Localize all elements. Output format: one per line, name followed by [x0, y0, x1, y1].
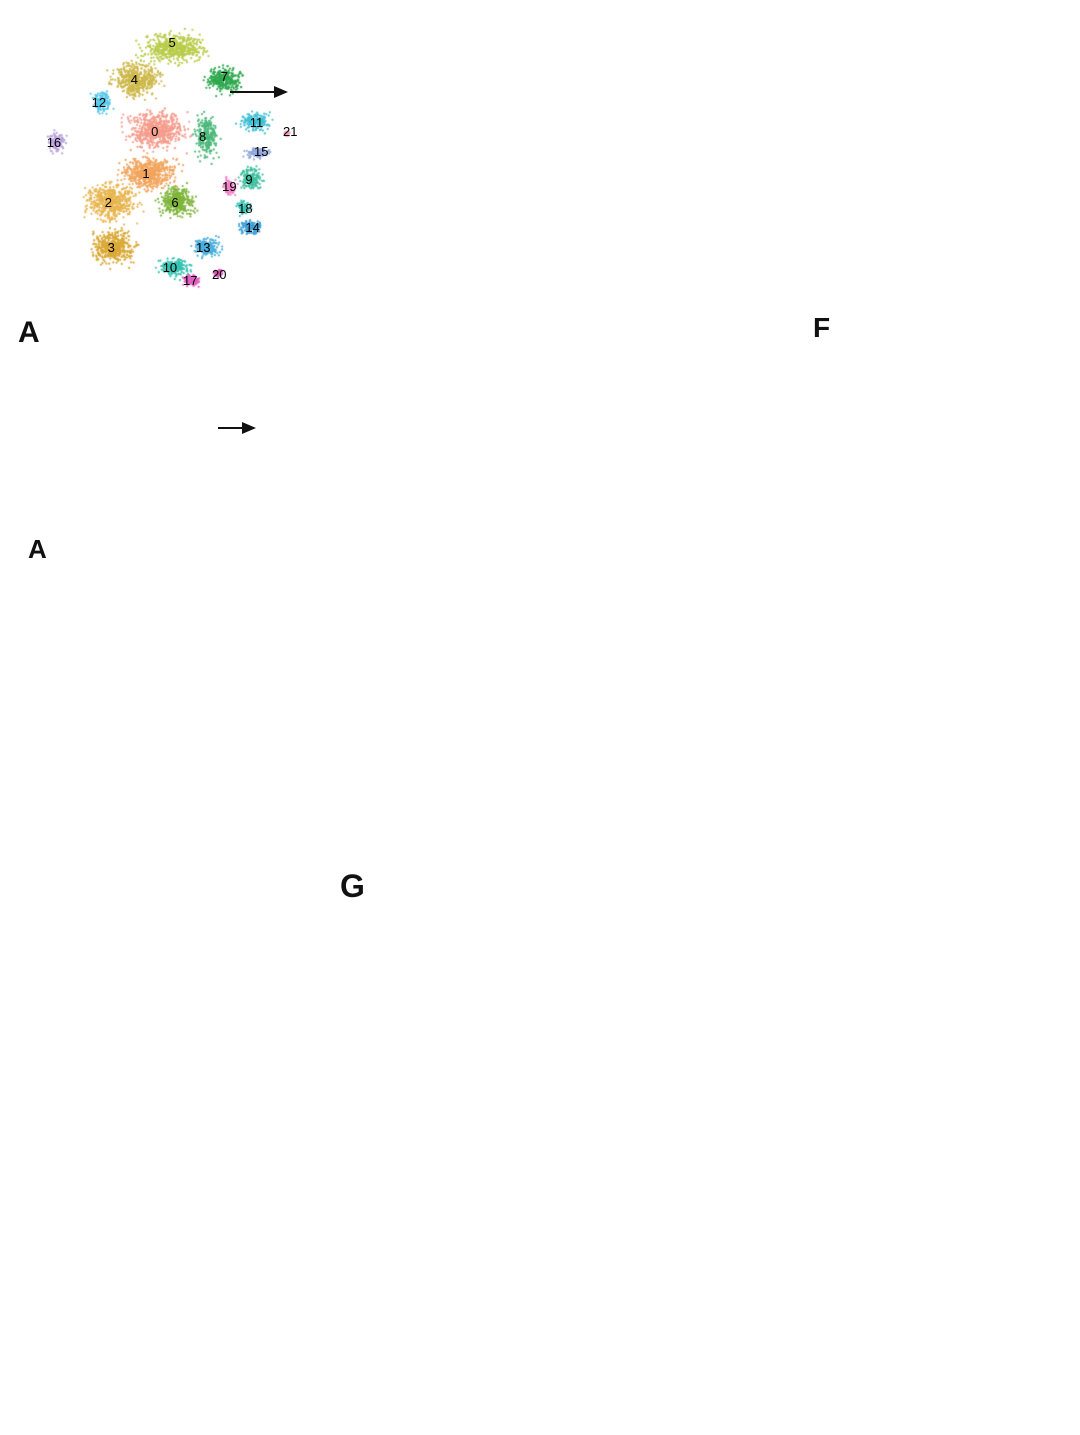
- cluster-number: 1: [142, 166, 150, 182]
- cluster-number: 19: [222, 179, 237, 195]
- cluster-number: 21: [283, 123, 298, 139]
- cluster-number: 12: [91, 95, 107, 111]
- cluster-number: 11: [249, 115, 264, 130]
- cluster-number: 4: [130, 72, 139, 88]
- cluster-number: 17: [183, 273, 198, 289]
- cluster-number: 6: [171, 194, 179, 210]
- cluster-number: 13: [196, 240, 211, 256]
- arrow-fib-to-sub: [218, 422, 256, 434]
- ligand-receptor-dotplot: [185, 1135, 605, 1435]
- volcano-plot: [848, 342, 1073, 534]
- tsne-fib-subtypes: [236, 328, 426, 540]
- cluster-number: 0: [151, 123, 159, 139]
- tsne-nk-subtypes: [765, 545, 1065, 833]
- panel-letter-G: G: [340, 868, 365, 904]
- cluster-number: 9: [245, 172, 253, 187]
- panel-letter-A2: A: [28, 534, 47, 564]
- cluster-number: 10: [162, 260, 178, 276]
- cluster-number: 3: [107, 240, 115, 256]
- tsne-all-clusters: [15, 8, 305, 293]
- cluster-number: 14: [245, 220, 260, 236]
- cluster-number: 8: [198, 129, 207, 145]
- cluster-number: 5: [168, 35, 176, 51]
- cluster-number: 18: [238, 200, 253, 216]
- cluster-number: 16: [46, 134, 62, 150]
- cluster-number: 15: [254, 143, 269, 159]
- cluster-number: 20: [212, 267, 227, 283]
- cell-crosstalk-diagram: [600, 1140, 1078, 1432]
- arrow-main-to-mini: [230, 86, 288, 98]
- panel-letter-F: F: [813, 312, 831, 343]
- cluster-number: 7: [220, 69, 228, 85]
- tsne-ec-subtypes: [25, 558, 315, 836]
- tsne-fib-outline: [28, 332, 238, 537]
- cluster-number: 2: [104, 194, 112, 210]
- chemokine-interaction-diagram: [35, 848, 330, 1138]
- tsne-celltypes-mini: [283, 45, 423, 185]
